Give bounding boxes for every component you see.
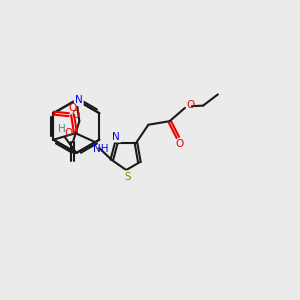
Text: H: H xyxy=(58,124,66,134)
Text: O: O xyxy=(64,128,72,138)
Text: N: N xyxy=(112,131,120,142)
Text: O: O xyxy=(186,100,194,110)
Text: NH: NH xyxy=(92,144,108,154)
Text: N: N xyxy=(75,95,82,105)
Text: S: S xyxy=(124,172,131,182)
Text: O: O xyxy=(71,110,80,120)
Text: O: O xyxy=(68,103,77,113)
Text: O: O xyxy=(175,139,183,149)
